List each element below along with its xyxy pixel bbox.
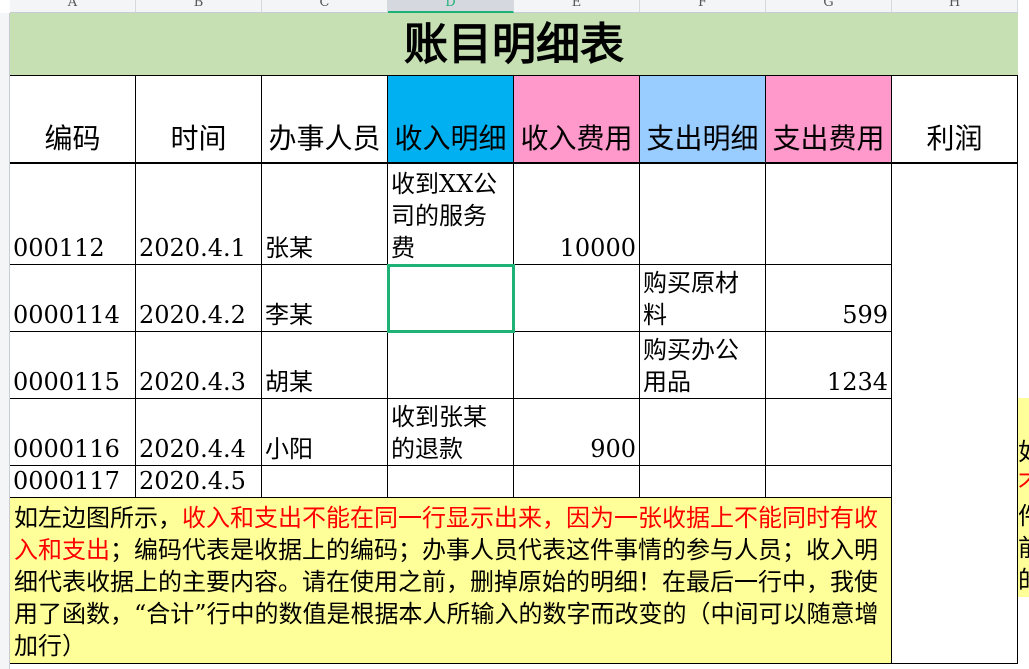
profit-merged-cell[interactable] [892, 164, 1018, 664]
note-text-1: 如左边图所示， [14, 504, 182, 532]
table-cell[interactable] [388, 466, 514, 498]
table-cell[interactable]: 599 [766, 265, 892, 332]
row-headers[interactable] [0, 13, 10, 669]
table-cell[interactable]: 2020.4.3 [136, 332, 262, 399]
table-cell[interactable]: 2020.4.5 [136, 466, 262, 498]
table-cell[interactable] [640, 164, 766, 265]
note-text-3: ；编码代表是收据上的编码；办事人员代表这件事情的参与人员；收入明细代表收据上的主… [14, 536, 879, 660]
side-note-char: 的 [1018, 564, 1029, 596]
header-cell[interactable]: 支出明细 [640, 76, 766, 164]
header-cell[interactable]: 收入费用 [514, 76, 640, 164]
table-cell[interactable] [514, 265, 640, 332]
sheet-title[interactable]: 账目明细表 [10, 13, 1018, 76]
column-header-F[interactable]: F [640, 0, 766, 13]
column-header-H[interactable]: H [892, 0, 1018, 13]
table-cell[interactable]: 收到XX公司的服务费 [388, 164, 514, 265]
header-cell[interactable]: 利润 [892, 76, 1018, 164]
column-header-G[interactable]: G [766, 0, 892, 13]
table-cell[interactable] [640, 399, 766, 466]
table-cell[interactable]: 李某 [262, 265, 388, 332]
table-cell[interactable]: 张某 [262, 164, 388, 265]
table-cell[interactable] [766, 399, 892, 466]
note-box[interactable]: 如左边图所示，收入和支出不能在同一行显示出来，因为一张收据上不能同时有收入和支出… [10, 498, 892, 664]
table-cell[interactable]: 小阳 [262, 399, 388, 466]
table-cell[interactable]: 000112 [10, 164, 136, 265]
note-text-red: 收入和支出不能在同一行显示出来，因为一张收据上不能同时有收入和支出 [14, 504, 878, 564]
side-note-char: 如 [1018, 436, 1029, 468]
table-cell[interactable]: 胡某 [262, 332, 388, 399]
table-cell[interactable] [766, 466, 892, 498]
table-cell[interactable]: 900 [514, 399, 640, 466]
table-cell[interactable]: 1234 [766, 332, 892, 399]
table-cell[interactable]: 0000114 [10, 265, 136, 332]
header-cell[interactable]: 收入明细 [388, 76, 514, 164]
table-cell[interactable] [262, 466, 388, 498]
side-note-char: 前 [1018, 532, 1029, 564]
table-cell[interactable] [640, 466, 766, 498]
table-cell[interactable]: 收到张某的退款 [388, 399, 514, 466]
table-cell[interactable]: 0000116 [10, 399, 136, 466]
header-cell[interactable]: 时间 [136, 76, 262, 164]
table-cell[interactable] [514, 332, 640, 399]
side-note-char: 件 [1018, 500, 1029, 532]
table-cell[interactable]: 0000117 [10, 466, 136, 498]
header-cell[interactable]: 编码 [10, 76, 136, 164]
table-cell[interactable] [514, 466, 640, 498]
table-cell[interactable]: 2020.4.1 [136, 164, 262, 265]
column-header-B[interactable]: B [136, 0, 262, 13]
header-cell[interactable]: 支出费用 [766, 76, 892, 164]
table-cell[interactable] [766, 164, 892, 265]
table-cell[interactable]: 10000 [514, 164, 640, 265]
side-note-char: 不 [1018, 468, 1029, 500]
column-header-A[interactable]: A [10, 0, 136, 13]
table-cell[interactable]: 购买办公用品 [640, 332, 766, 399]
column-header-D[interactable]: D [388, 0, 514, 13]
table-cell[interactable]: 2020.4.4 [136, 399, 262, 466]
selected-cell-indicator[interactable] [387, 264, 515, 333]
header-cell[interactable]: 办事人员 [262, 76, 388, 164]
column-header-E[interactable]: E [514, 0, 640, 13]
table-cell[interactable]: 购买原材料 [640, 265, 766, 332]
column-header-C[interactable]: C [262, 0, 388, 13]
table-cell[interactable] [388, 332, 514, 399]
table-cell[interactable]: 0000115 [10, 332, 136, 399]
side-note-box[interactable]: 如不件前的 [1018, 398, 1029, 597]
table-cell[interactable]: 2020.4.2 [136, 265, 262, 332]
